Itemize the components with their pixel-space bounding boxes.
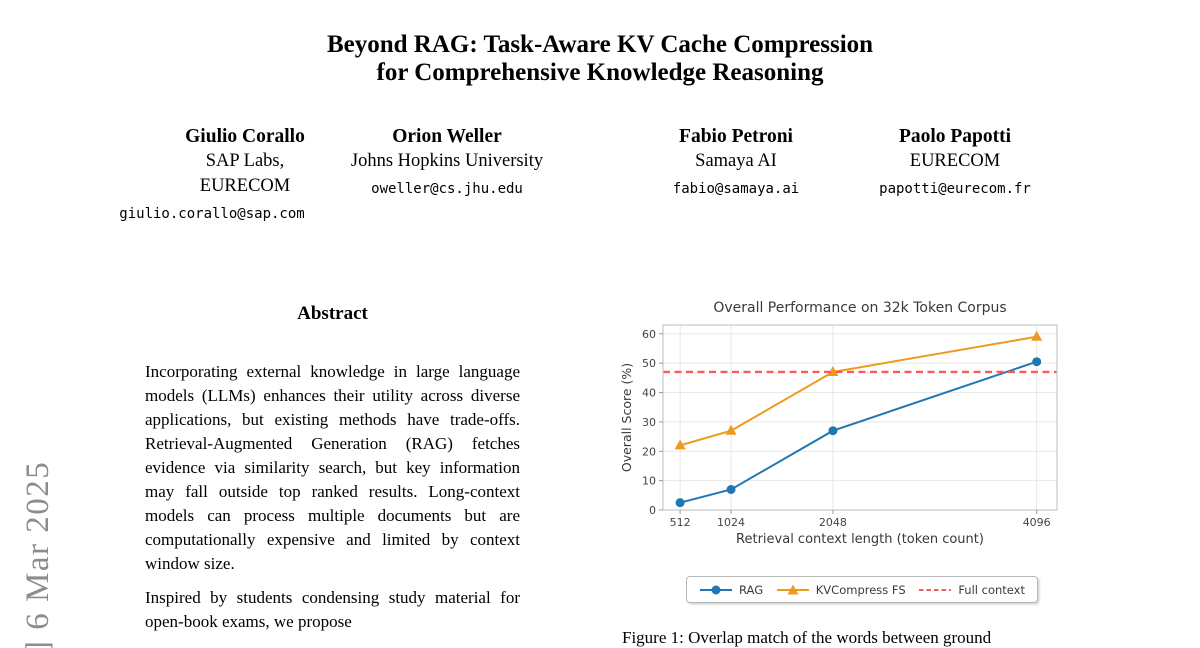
paper-title-line-2: for Comprehensive Knowledge Reasoning xyxy=(376,59,824,86)
legend-label: KVCompress FS xyxy=(815,582,906,597)
author-block: Paolo Papotti EURECOM papotti@eurecom.fr xyxy=(855,124,1055,200)
dashed-line-legend-marker-icon xyxy=(919,588,952,591)
author-block: Orion Weller Johns Hopkins University ow… xyxy=(327,124,567,200)
performance-chart: 0 10 20 30 40 50 60 512 1024 2048 4096 Overall Perf… xyxy=(620,300,1058,547)
svg-text:Overall Performance on 32k Tok: Overall Performance on 32k Token Corpus xyxy=(713,300,1006,316)
author-email: fabio@samaya.ai xyxy=(672,181,800,197)
author-affiliation: Johns Hopkins University xyxy=(350,151,544,171)
svg-text:40: 40 xyxy=(642,387,656,400)
svg-text:50: 50 xyxy=(642,357,656,370)
abstract-body: Incorporating external knowledge in larg… xyxy=(145,360,520,634)
svg-text:10: 10 xyxy=(642,475,656,488)
author-email: oweller@cs.jhu.edu xyxy=(371,181,523,197)
legend-item: Full context xyxy=(918,583,1025,597)
paper-title: Beyond RAG: Task-Aware KV Cache Compress… xyxy=(0,31,1200,87)
author-name: Paolo Papotti xyxy=(898,126,1012,147)
legend-label: RAG xyxy=(739,582,764,597)
author-name: Giulio Corallo xyxy=(185,126,305,147)
svg-text:Retrieval context length (toke: Retrieval context length (token count) xyxy=(736,532,984,547)
author-name: Fabio Petroni xyxy=(679,126,793,147)
author-email: papotti@eurecom.fr xyxy=(879,181,1031,197)
arxiv-watermark: ] 6 Mar 2025 xyxy=(20,460,56,648)
author-block: Fabio Petroni Samaya AI fabio@samaya.ai xyxy=(636,124,836,200)
abstract-heading: Abstract xyxy=(297,303,368,324)
svg-text:2048: 2048 xyxy=(819,516,847,529)
legend-item: RAG xyxy=(699,583,763,597)
svg-text:1024: 1024 xyxy=(717,516,745,529)
paper-title-line-1: Beyond RAG: Task-Aware KV Cache Compress… xyxy=(326,31,874,58)
svg-text:Overall Score (%): Overall Score (%) xyxy=(620,363,634,472)
abstract-paragraph: Incorporating external knowledge in larg… xyxy=(145,362,520,573)
svg-text:0: 0 xyxy=(649,504,656,517)
author-affiliation: EURECOM xyxy=(909,151,1001,171)
author-name: Orion Weller xyxy=(392,126,502,147)
figure-caption: Figure 1: Overlap match of the words bet… xyxy=(622,628,992,647)
figure-1-chart: 0 10 20 30 40 50 60 512 1024 2048 4096 Overall Perf… xyxy=(620,290,1100,648)
author-affiliation: SAP Labs, xyxy=(205,151,285,171)
svg-text:20: 20 xyxy=(642,445,656,458)
svg-text:512: 512 xyxy=(670,516,691,529)
author-block: Giulio Corallo SAP Labs, EURECOM giulio.… xyxy=(119,124,360,225)
abstract-paragraph: Inspired by students condensing study ma… xyxy=(145,588,520,631)
legend-label: Full context xyxy=(958,582,1025,597)
svg-text:4096: 4096 xyxy=(1023,516,1051,529)
legend-item: KVCompress FS xyxy=(776,583,906,597)
triangle-legend-marker-icon xyxy=(776,584,809,594)
svg-text:30: 30 xyxy=(642,416,656,429)
chart-legend: RAG KVCompress FS Full context xyxy=(686,576,1038,603)
svg-text:60: 60 xyxy=(642,328,656,341)
author-affiliation: Samaya AI xyxy=(695,151,777,171)
author-affiliation: EURECOM xyxy=(199,176,291,196)
circle-legend-marker-icon xyxy=(700,585,732,594)
author-email: giulio.corallo@sap.com xyxy=(119,206,305,222)
